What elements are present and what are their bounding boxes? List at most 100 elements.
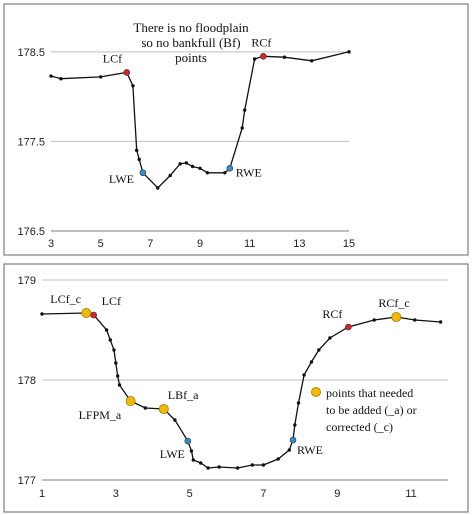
chart-top: 176.5 177.5 178.5 3 5 7 9 11 13 15 LCf LWE RWE RCfThe… bbox=[17, 20, 355, 250]
point-label: LBf_a bbox=[168, 388, 199, 402]
data-point bbox=[156, 186, 160, 190]
data-point bbox=[206, 466, 210, 470]
data-point bbox=[131, 84, 135, 88]
series-line bbox=[41, 312, 441, 469]
data-point bbox=[217, 465, 221, 469]
data-point bbox=[112, 348, 116, 352]
x-tick-label: 1 bbox=[39, 488, 45, 500]
data-point bbox=[191, 458, 196, 462]
point-red-rcf bbox=[345, 323, 352, 331]
y-tick-label: 178.5 bbox=[17, 47, 45, 59]
point-blue-lwe bbox=[139, 169, 147, 177]
point-orange-rcf-c bbox=[391, 312, 402, 322]
point-blue-rwe bbox=[226, 164, 234, 172]
y-tick-label: 177.5 bbox=[17, 136, 45, 148]
annotation-line: so no bankfull (Bf) bbox=[141, 35, 240, 50]
data-point bbox=[296, 401, 301, 405]
data-point bbox=[173, 418, 177, 422]
data-point bbox=[199, 461, 203, 465]
x-tick-label: 11 bbox=[405, 488, 416, 500]
point-label: LFPM_a bbox=[79, 408, 122, 422]
point-label: RCf_c bbox=[378, 296, 409, 310]
data-point bbox=[276, 457, 280, 461]
data-point bbox=[287, 448, 291, 452]
data-point bbox=[243, 108, 247, 112]
data-point bbox=[302, 373, 306, 377]
legend-text: corrected (_c) bbox=[326, 420, 393, 434]
x-tick-label: 13 bbox=[293, 238, 305, 250]
chart-bottom: 177 178 179 1 3 5 7 9 11 LCf_c LCf LFPM_a LBf_a LWE RW… bbox=[18, 275, 448, 500]
data-point bbox=[143, 406, 148, 410]
data-point bbox=[250, 463, 255, 467]
point-orange-lcf-c bbox=[81, 308, 92, 318]
data-point bbox=[137, 157, 141, 162]
point-orange-lfpm-a bbox=[125, 396, 136, 406]
data-point bbox=[317, 348, 321, 352]
legend-marker bbox=[311, 387, 321, 397]
data-point bbox=[198, 166, 202, 170]
point-red-lcf bbox=[123, 69, 131, 76]
data-point bbox=[190, 164, 195, 169]
x-tick-label: 5 bbox=[98, 238, 104, 250]
data-point bbox=[347, 50, 351, 54]
data-point bbox=[115, 374, 120, 378]
data-point bbox=[413, 318, 417, 322]
y-tick-label: 178 bbox=[18, 375, 36, 387]
data-point bbox=[114, 361, 118, 365]
data-point bbox=[235, 466, 240, 470]
data-point bbox=[98, 75, 103, 79]
data-point bbox=[328, 336, 332, 340]
x-tick-label: 9 bbox=[334, 488, 340, 500]
data-point bbox=[205, 171, 210, 175]
data-point bbox=[223, 171, 227, 175]
data-point bbox=[310, 59, 314, 63]
y-tick-label: 179 bbox=[18, 275, 36, 287]
data-point bbox=[252, 57, 257, 61]
data-point bbox=[108, 338, 112, 342]
point-label: RCf bbox=[322, 307, 342, 321]
y-tick-label: 176.5 bbox=[17, 226, 45, 238]
data-point bbox=[184, 161, 189, 165]
data-point bbox=[178, 162, 182, 166]
data-point bbox=[293, 423, 297, 427]
x-tick-label: 9 bbox=[197, 238, 203, 250]
legend-text: to be added (_a) or bbox=[326, 403, 417, 417]
legend-text: points that needed bbox=[326, 386, 413, 400]
y-tick-label: 177 bbox=[18, 475, 36, 487]
point-blue-lwe bbox=[184, 437, 192, 445]
data-point bbox=[189, 449, 194, 453]
panel-bottom-frame bbox=[3, 263, 469, 513]
x-tick-label: 5 bbox=[187, 488, 193, 500]
x-tick-label: 7 bbox=[260, 488, 266, 500]
annotation-line: points bbox=[175, 50, 207, 65]
panel-top-frame bbox=[3, 3, 469, 256]
point-orange-lbf-a bbox=[158, 404, 169, 414]
data-point bbox=[49, 74, 53, 78]
data-point bbox=[438, 320, 443, 324]
data-point bbox=[40, 312, 44, 316]
point-blue-rwe bbox=[289, 436, 297, 444]
x-tick-label: 15 bbox=[343, 238, 355, 250]
data-point bbox=[372, 318, 376, 322]
x-tick-label: 11 bbox=[244, 238, 255, 250]
data-point bbox=[309, 360, 314, 364]
x-tick-label: 3 bbox=[48, 238, 54, 250]
x-tick-label: 7 bbox=[147, 238, 153, 250]
point-label: LWE bbox=[109, 172, 134, 186]
point-label: LWE bbox=[160, 447, 185, 461]
data-point bbox=[282, 55, 287, 59]
annotation-line: There is no floodplain bbox=[133, 20, 249, 35]
point-red-rcf bbox=[260, 53, 267, 60]
point-label: RWE bbox=[297, 443, 323, 457]
point-label: LCf bbox=[103, 51, 122, 65]
data-point bbox=[134, 148, 139, 153]
point-label: RCf bbox=[251, 35, 271, 49]
data-point bbox=[240, 126, 244, 130]
x-tick-label: 3 bbox=[113, 488, 119, 500]
data-point bbox=[104, 328, 109, 332]
data-point bbox=[168, 173, 172, 178]
point-label: LCf_c bbox=[50, 292, 81, 306]
point-label: LCf bbox=[102, 294, 121, 308]
point-label: RWE bbox=[236, 165, 262, 179]
